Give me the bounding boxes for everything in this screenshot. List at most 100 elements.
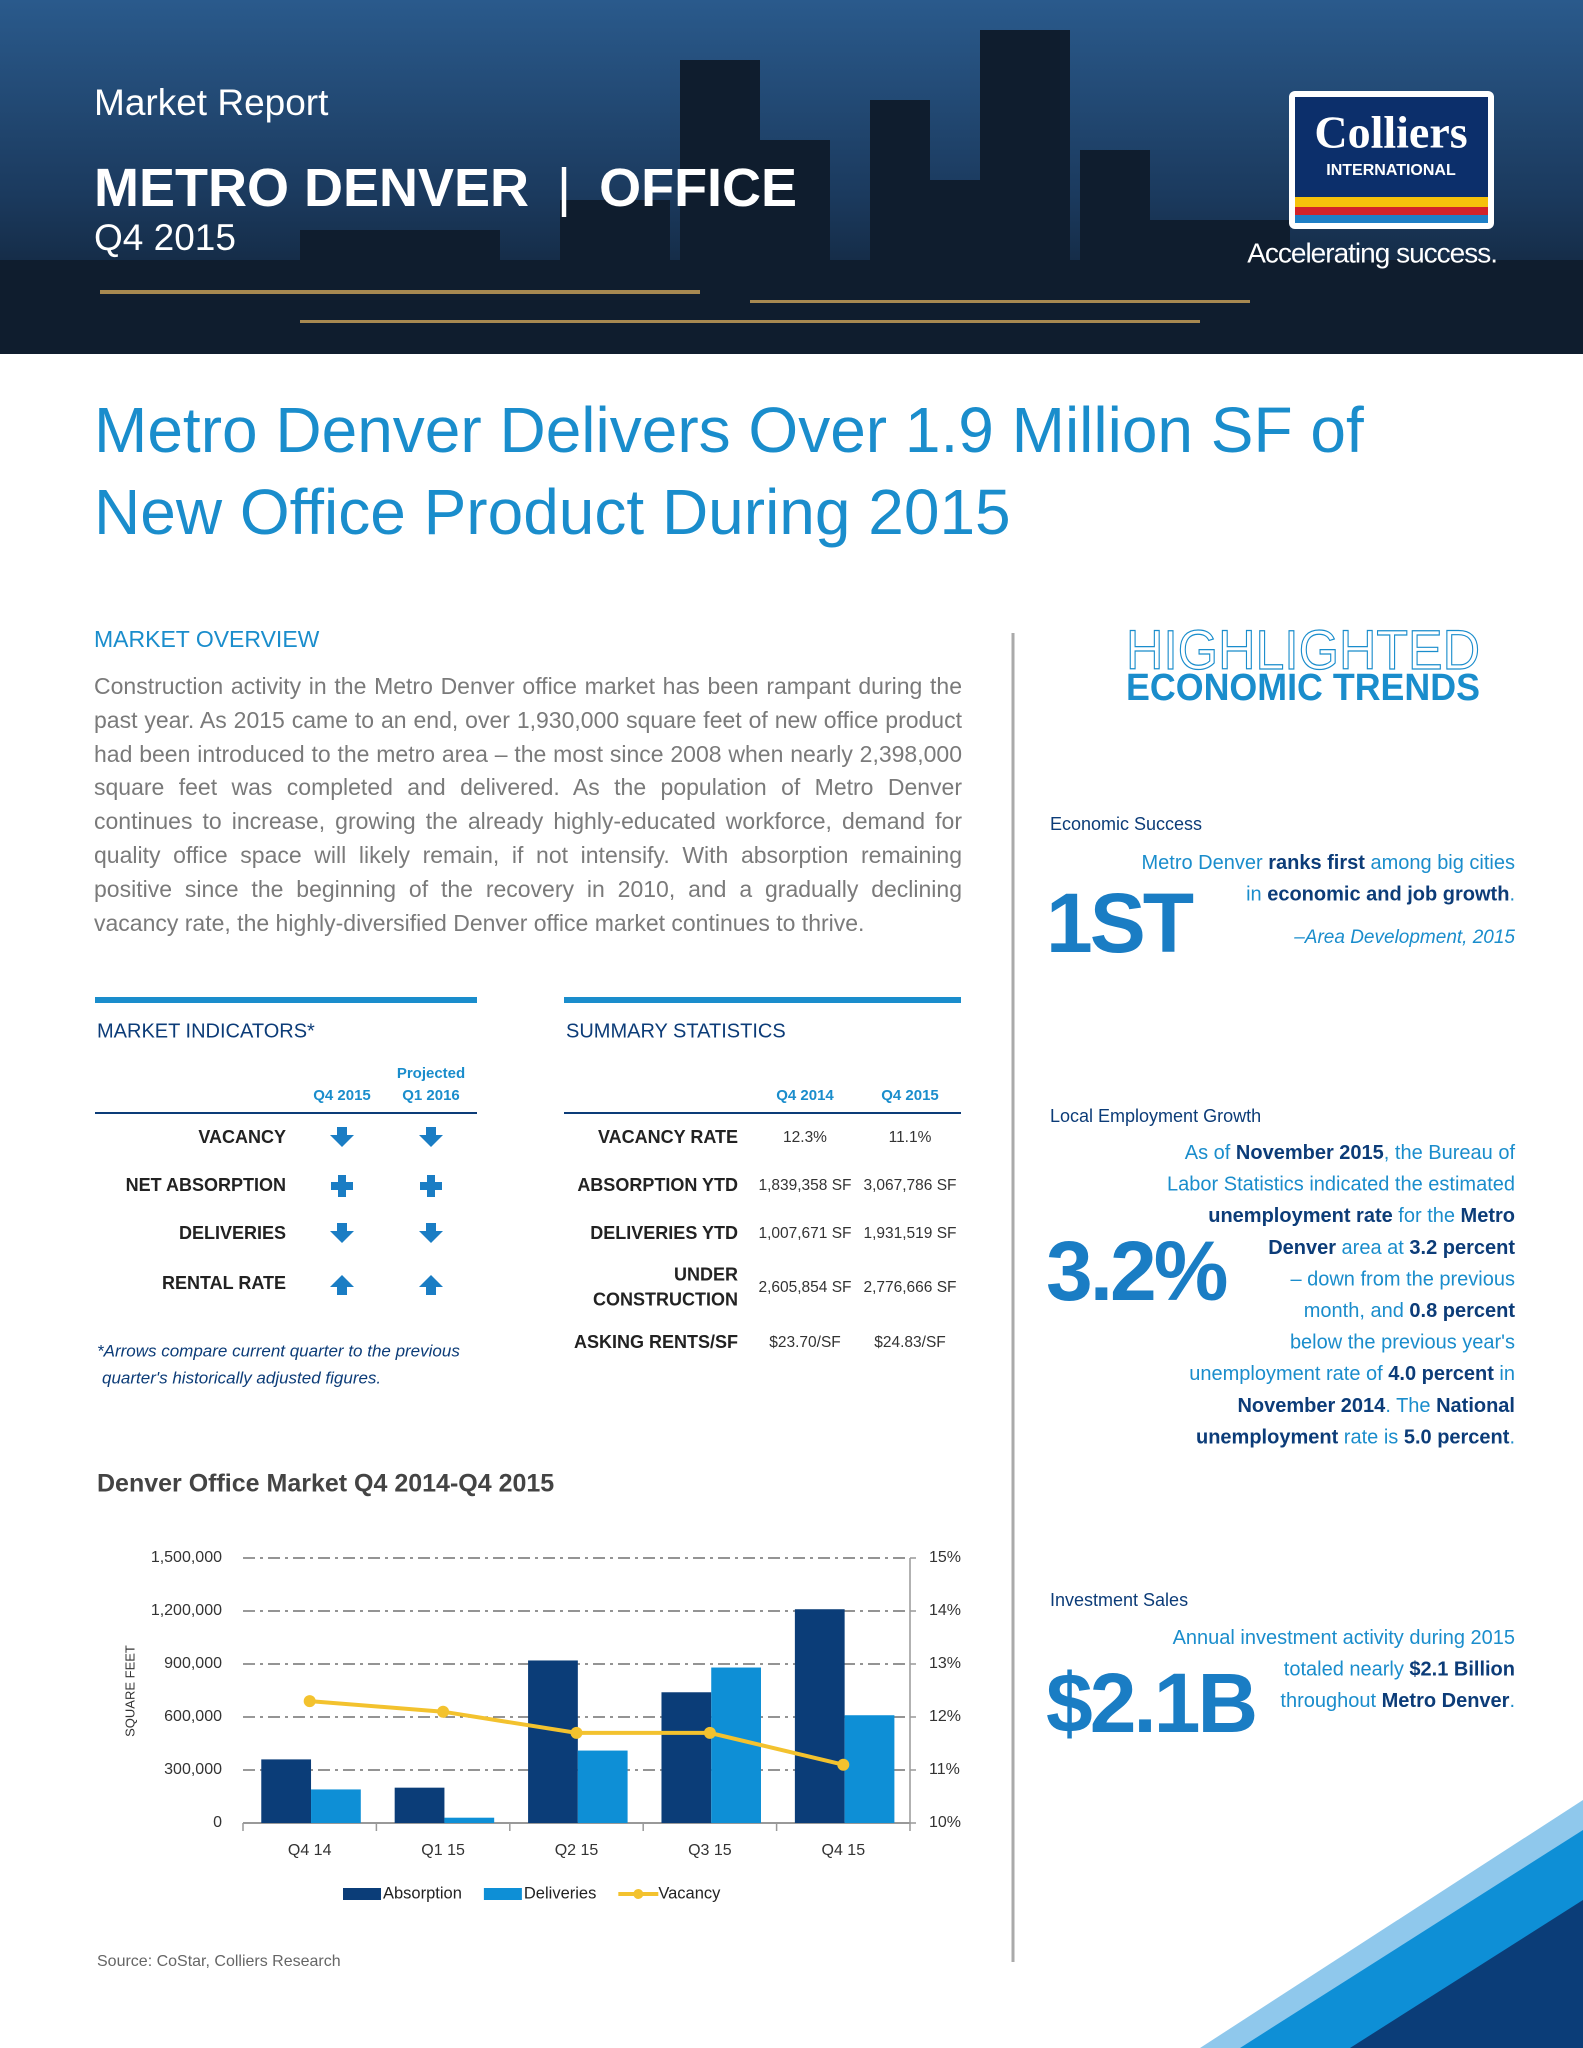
indicator-arrow bbox=[331, 1175, 353, 1197]
trend-run: Metro Denver bbox=[1141, 852, 1268, 874]
trend-stat: 3.2% bbox=[1046, 1224, 1227, 1318]
y-tick-label: 1,200,000 bbox=[151, 1602, 222, 1619]
section-heading: MARKET OVERVIEW bbox=[94, 626, 320, 652]
indicator-arrow bbox=[330, 1275, 354, 1295]
y2-tick-label: 14% bbox=[929, 1602, 961, 1619]
y2-tick-label: 11% bbox=[929, 1761, 960, 1778]
bar bbox=[311, 1789, 361, 1823]
legend-label: Deliveries bbox=[524, 1884, 596, 1902]
trend-run: totaled nearly bbox=[1284, 1659, 1410, 1681]
trend-run: Metro Denver bbox=[1382, 1690, 1510, 1712]
period: Q4 2015 bbox=[94, 217, 236, 258]
y2-tick-label: 13% bbox=[929, 1655, 961, 1672]
y-tick-label: 300,000 bbox=[164, 1761, 222, 1778]
section-bar bbox=[564, 997, 961, 1003]
trend-run: below the previous year's bbox=[1290, 1332, 1515, 1354]
trend-run: unemployment rate of bbox=[1189, 1363, 1388, 1385]
bar bbox=[711, 1667, 761, 1823]
stat-value: 1,007,671 SF bbox=[758, 1225, 851, 1242]
title-right: OFFICE bbox=[599, 158, 797, 218]
stat-value: 2,605,854 SF bbox=[758, 1279, 851, 1296]
legend-swatch bbox=[483, 1888, 522, 1900]
legend-swatch bbox=[343, 1888, 381, 1900]
stat-label: CONSTRUCTION bbox=[593, 1289, 738, 1309]
indicator-arrow bbox=[330, 1127, 354, 1147]
title-separator: | bbox=[557, 158, 571, 218]
x-tick-label: Q4 14 bbox=[288, 1842, 332, 1859]
x-tick-label: Q3 15 bbox=[688, 1842, 732, 1859]
trend-run: 4.0 percent bbox=[1388, 1363, 1494, 1385]
trend-line: – down from the previous bbox=[1290, 1269, 1515, 1291]
trend-line: below the previous year's bbox=[1290, 1332, 1515, 1354]
corner-decoration bbox=[1200, 1800, 1583, 2048]
bar bbox=[444, 1817, 495, 1823]
trend-line: month, and 0.8 percent bbox=[1304, 1300, 1516, 1322]
trend-stat: $2.1B bbox=[1046, 1656, 1255, 1750]
trend-line: totaled nearly $2.1 Billion bbox=[1284, 1659, 1515, 1681]
indicator-label: DELIVERIES bbox=[179, 1223, 286, 1243]
trend-run: month, and bbox=[1304, 1300, 1410, 1322]
bar bbox=[794, 1609, 845, 1823]
trend-run: Annual investment activity during 2015 bbox=[1173, 1627, 1515, 1649]
trend-line: unemployment rate is 5.0 percent. bbox=[1196, 1427, 1515, 1449]
y2-tick-label: 12% bbox=[929, 1708, 961, 1725]
trend-line: Denver area at 3.2 percent bbox=[1268, 1237, 1515, 1259]
overview-body: Construction activity in the Metro Denve… bbox=[94, 673, 962, 936]
indicator-arrow bbox=[420, 1175, 442, 1197]
legend-label: Absorption bbox=[383, 1884, 462, 1902]
legend-swatch bbox=[633, 1889, 644, 1899]
trend-run: 3.2 percent bbox=[1409, 1237, 1515, 1259]
tagline: Accelerating success. bbox=[1247, 237, 1497, 268]
footnote: *Arrows compare current quarter to the p… bbox=[97, 1341, 460, 1360]
trend-run: 0.8 percent bbox=[1409, 1300, 1515, 1322]
stat-label: VACANCY RATE bbox=[598, 1127, 738, 1147]
stat-value: $23.70/SF bbox=[769, 1334, 841, 1351]
trend-run: National bbox=[1436, 1395, 1515, 1417]
trend-run: Metro bbox=[1461, 1205, 1515, 1227]
trend-run: for the bbox=[1393, 1205, 1461, 1227]
trend-run: As of bbox=[1185, 1142, 1236, 1164]
column-header: Q4 2015 bbox=[313, 1087, 371, 1104]
bar bbox=[844, 1715, 895, 1823]
indicator-arrow bbox=[330, 1223, 354, 1243]
y2-tick-label: 10% bbox=[929, 1814, 961, 1831]
bar bbox=[528, 1660, 578, 1823]
column-header: Q4 2014 bbox=[776, 1087, 834, 1104]
trend-line: Labor Statistics indicated the estimated bbox=[1167, 1174, 1515, 1196]
trend-run: ranks first bbox=[1268, 852, 1365, 874]
city-lights bbox=[100, 290, 1250, 323]
logo-stripe bbox=[1295, 215, 1488, 223]
trend-line: unemployment rate for the Metro bbox=[1208, 1205, 1515, 1227]
column-header: Q1 2016 bbox=[402, 1087, 460, 1104]
trend-run: economic and job growth bbox=[1267, 884, 1509, 906]
trend-run: area at bbox=[1336, 1237, 1409, 1259]
bar bbox=[261, 1759, 312, 1823]
trend-line: in economic and job growth. bbox=[1246, 884, 1515, 906]
vacancy-point bbox=[303, 1695, 316, 1708]
trend-line: Metro Denver ranks first among big citie… bbox=[1141, 852, 1515, 874]
indicator-arrow bbox=[419, 1223, 443, 1243]
trend-run: in bbox=[1246, 884, 1267, 906]
trend-run: among big cities bbox=[1365, 852, 1515, 874]
trend-line: unemployment rate of 4.0 percent in bbox=[1189, 1363, 1515, 1385]
trend-run: , the Bureau of bbox=[1384, 1142, 1516, 1164]
stat-value: 3,067,786 SF bbox=[863, 1177, 956, 1194]
trend-run: 5.0 percent bbox=[1404, 1427, 1510, 1449]
x-tick-label: Q1 15 bbox=[421, 1842, 465, 1859]
headline: Metro Denver Delivers Over 1.9 Million S… bbox=[94, 394, 1364, 466]
trend-run: throughout bbox=[1280, 1690, 1381, 1712]
stat-label: ABSORPTION YTD bbox=[577, 1175, 738, 1195]
trend-line: November 2014. The National bbox=[1237, 1395, 1515, 1417]
chart-title: Denver Office Market Q4 2014-Q4 2015 bbox=[97, 1470, 554, 1498]
vacancy-point bbox=[703, 1726, 716, 1739]
vacancy-point bbox=[570, 1726, 583, 1739]
trend-run: Denver bbox=[1268, 1237, 1336, 1259]
column-header: Q4 2015 bbox=[881, 1087, 939, 1104]
trend-run: . The bbox=[1385, 1395, 1436, 1417]
report-title: METRO DENVER | OFFICE bbox=[94, 158, 797, 218]
trend-line: As of November 2015, the Bureau of bbox=[1185, 1142, 1516, 1164]
trend-title: Economic Success bbox=[1050, 814, 1202, 834]
trend-run: . bbox=[1509, 884, 1515, 906]
